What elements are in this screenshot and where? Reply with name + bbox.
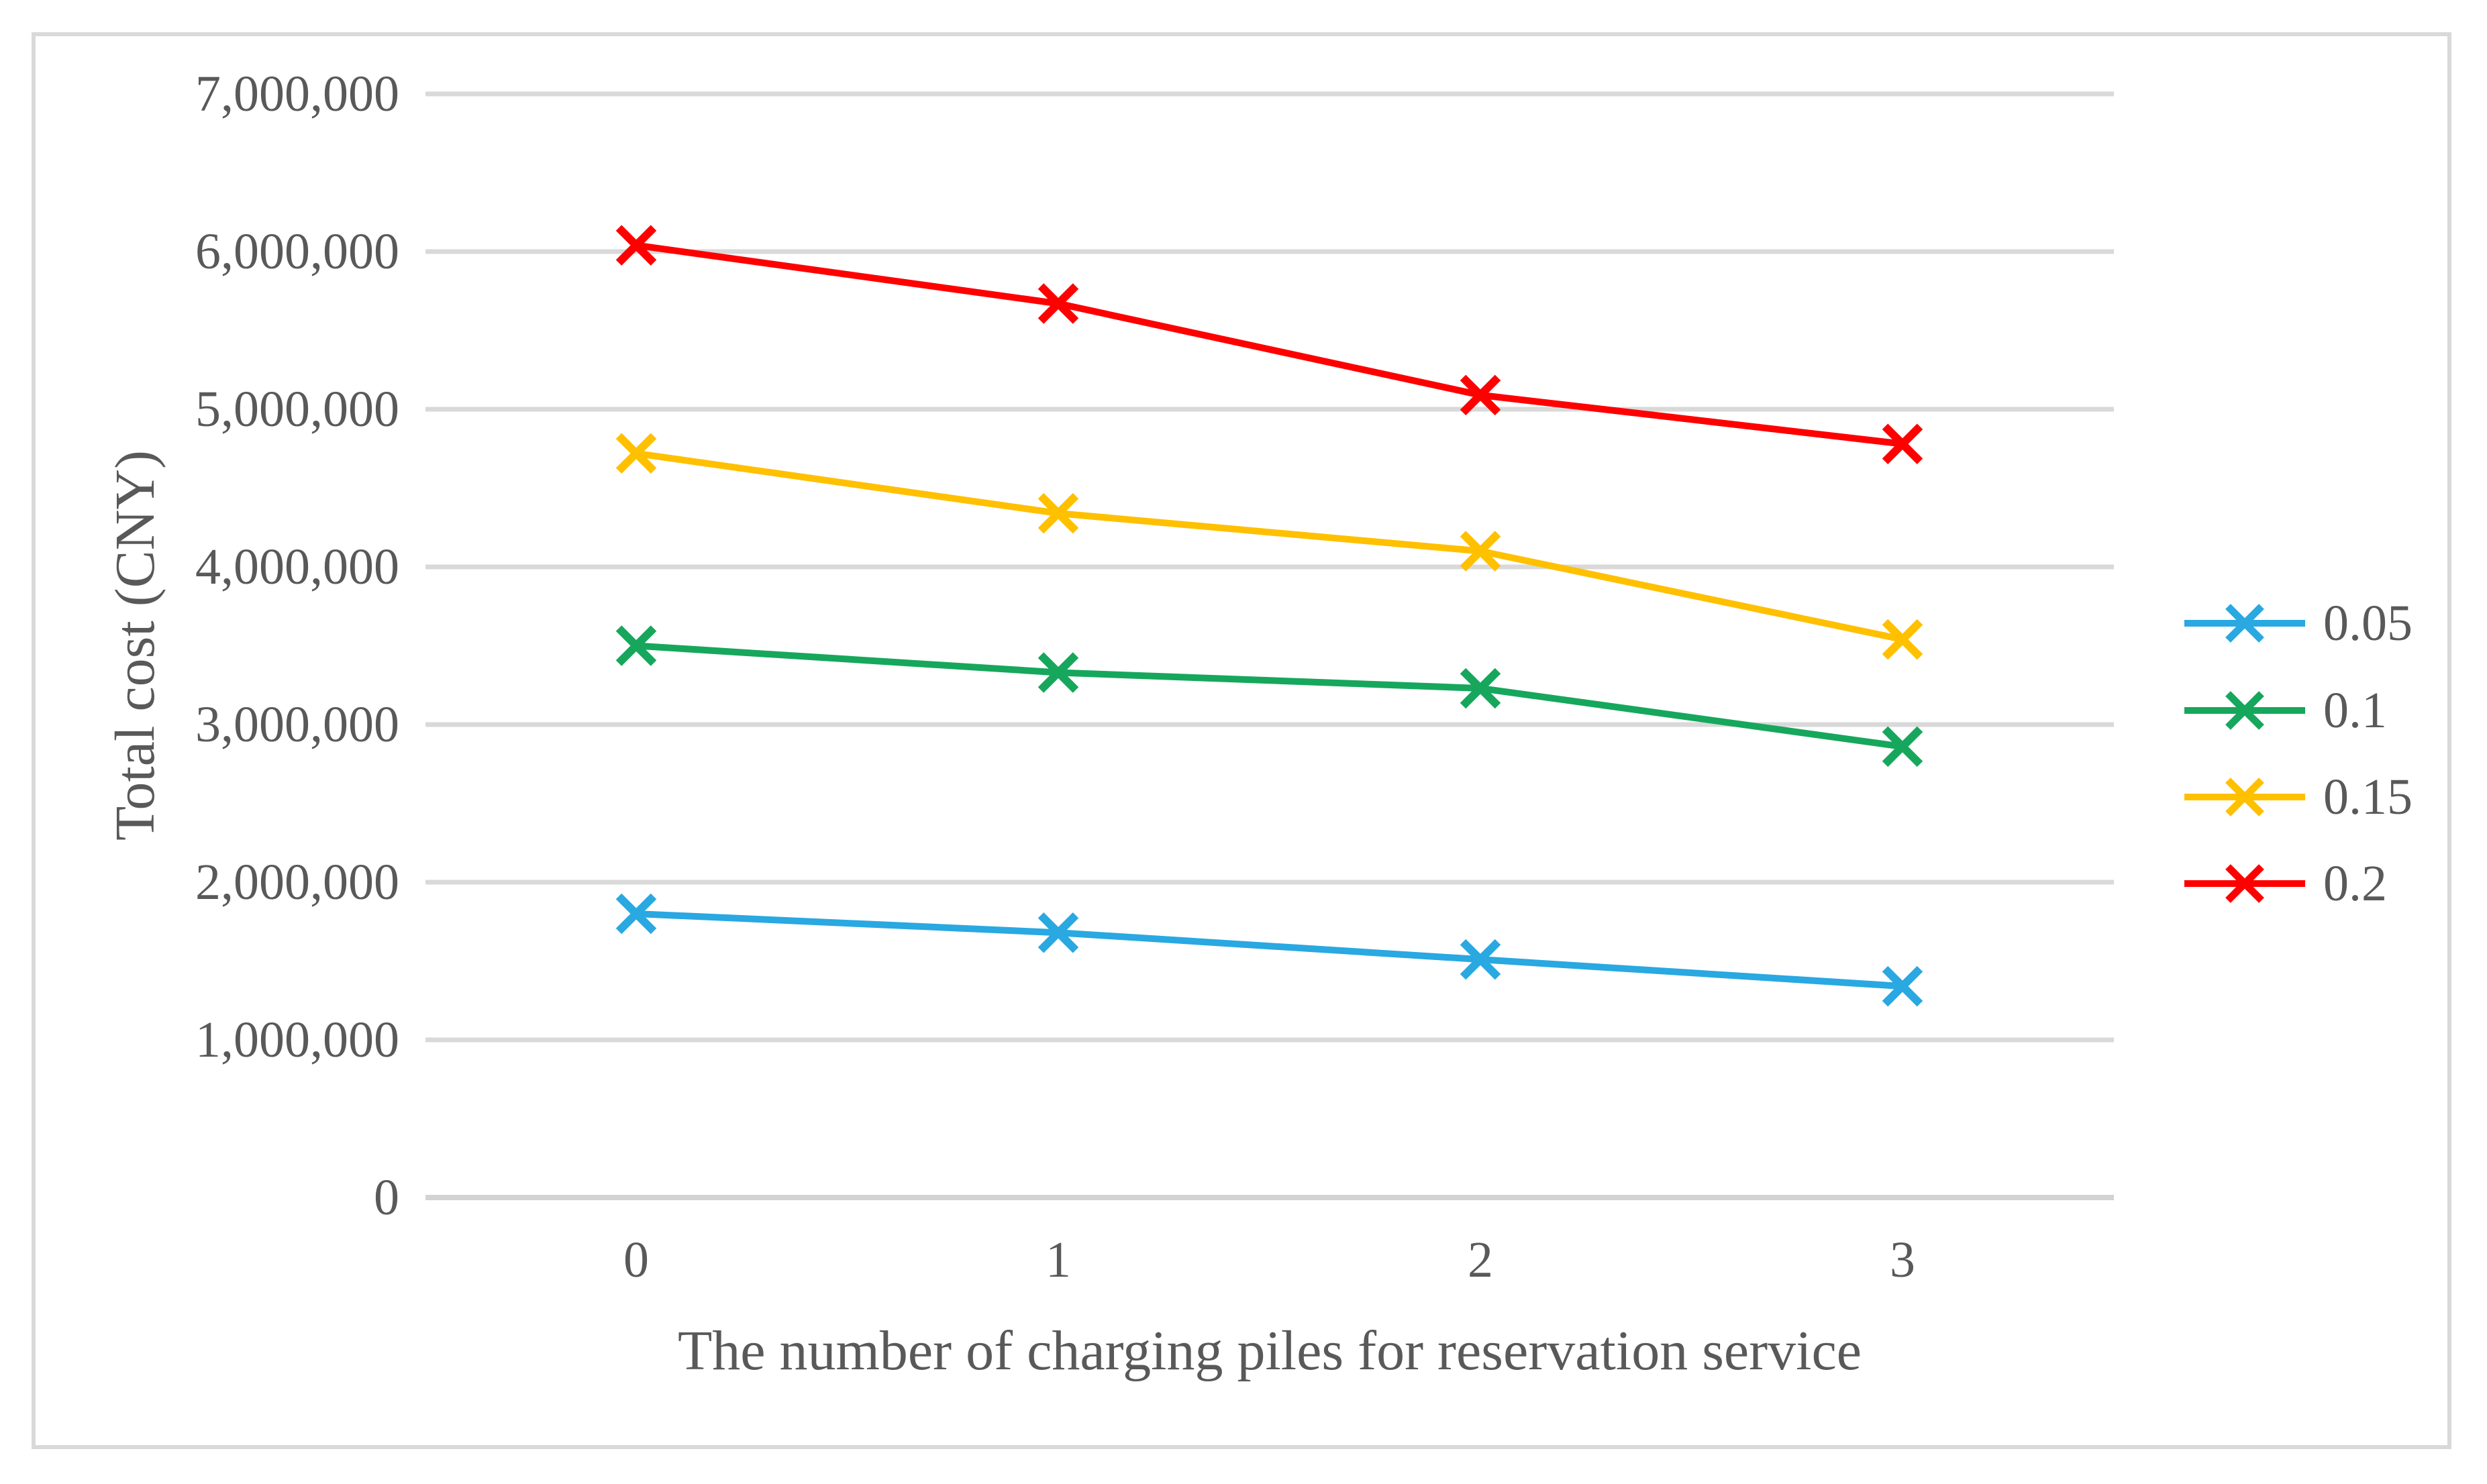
- data-point-marker-0.05: [1882, 965, 1923, 1007]
- x-tick-label: 0: [623, 1232, 649, 1288]
- data-point-marker-0.2: [615, 225, 657, 266]
- series-line-0.1: [636, 642, 1903, 750]
- y-tick-label: 6,000,000: [195, 223, 399, 280]
- legend-label-0.1: 0.1: [2323, 682, 2387, 739]
- data-point-marker-0.1: [615, 625, 657, 666]
- data-point-marker-0.1: [1037, 652, 1079, 693]
- series-line-0.15: [636, 449, 1904, 643]
- series-line-0.2: [636, 242, 1903, 447]
- data-point-marker-0.05: [615, 893, 657, 935]
- legend-label-0.05: 0.05: [2323, 595, 2413, 651]
- x-axis-title: The number of charging piles for reserva…: [677, 1320, 1862, 1382]
- x-tick-label: 3: [1890, 1232, 1915, 1288]
- legend-marker-0.15: [2225, 778, 2264, 816]
- gridlines: [425, 91, 2114, 1200]
- x-tick-label: 1: [1046, 1232, 1071, 1288]
- data-point-marker-0.15: [1037, 492, 1079, 534]
- y-tick-label: 1,000,000: [195, 1012, 399, 1068]
- data-point-marker-0.2: [1037, 283, 1079, 324]
- y-tick-label: 2,000,000: [195, 854, 399, 910]
- y-tick-label: 5,000,000: [195, 381, 399, 437]
- data-point-marker-0.2: [1460, 374, 1501, 416]
- data-point-marker-0.1: [1882, 726, 1923, 767]
- legend-label-0.15: 0.15: [2323, 769, 2413, 825]
- legend-label-0.2: 0.2: [2323, 855, 2387, 912]
- data-point-marker-0.15: [1460, 531, 1501, 572]
- data-point-marker-0.05: [1037, 912, 1079, 953]
- legend-markers: [2184, 604, 2305, 903]
- data-point-marker-0.2: [1882, 423, 1923, 464]
- legend-marker-0.1: [2225, 691, 2264, 730]
- data-point-marker-0.1: [1460, 668, 1501, 709]
- y-tick-label: 3,000,000: [195, 696, 399, 753]
- chart-border: [32, 32, 2451, 1449]
- legend-marker-0.2: [2225, 864, 2264, 903]
- y-tick-label: 0: [374, 1169, 399, 1226]
- data-point-marker-0.15: [615, 433, 657, 474]
- x-tick-label: 2: [1468, 1232, 1493, 1288]
- series-lines: [615, 225, 1923, 1007]
- data-point-marker-0.15: [1882, 619, 1923, 660]
- y-axis-title: Total cost (CNY): [104, 449, 166, 841]
- y-tick-label: 7,000,000: [195, 66, 399, 122]
- legend-marker-0.05: [2225, 604, 2264, 643]
- y-tick-label: 4,000,000: [195, 539, 399, 595]
- series-line-0.05: [636, 910, 1903, 990]
- data-point-marker-0.05: [1460, 939, 1501, 980]
